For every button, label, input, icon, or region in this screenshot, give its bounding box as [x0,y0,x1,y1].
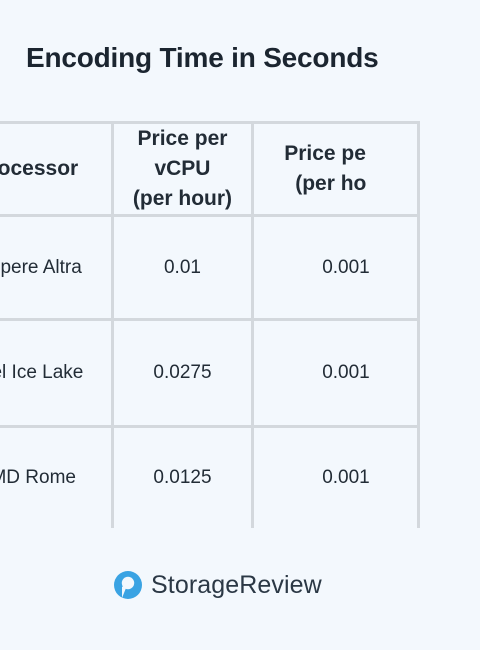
pricing-table: Processor Price per vCPU (per hour) Pric… [0,121,420,528]
cell-third: 0.001 [251,214,420,321]
cell-price-vcpu: 0.01 [110,214,255,321]
logo-text: StorageReview [151,570,322,599]
header-processor: Processor [0,121,114,217]
header-third-line2: (per ho [295,172,367,195]
table-viewport: Processor Price per vCPU (per hour) Pric… [0,121,480,528]
cell-processor: Intel Ice Lake [0,318,114,428]
header-price-per-vcpu: Price per vCPU (per hour) [110,121,255,217]
cell-processor: AMD Rome [0,425,114,528]
cell-third: 0.001 [251,318,420,428]
header-price-per-vcpu-line2: (per hour) [132,187,233,210]
table-row: AMD Rome 0.0125 0.001 [0,425,420,528]
header-price-per-third: Price pe (per ho [251,121,420,217]
storagereview-logo-icon [114,571,142,599]
table-row: Ampere Altra 0.01 0.001 [0,214,420,321]
storagereview-logo: StorageReview [113,570,322,600]
header-third-line1: Price pe [284,142,366,165]
cell-price-vcpu: 0.0275 [110,318,255,428]
header-processor-label: Processor [0,157,79,180]
page-title: Encoding Time in Seconds [26,42,379,73]
header-price-per-vcpu-line1: Price per vCPU [137,127,228,180]
table-header-row: Processor Price per vCPU (per hour) Pric… [0,121,420,217]
table-row: Intel Ice Lake 0.0275 0.001 [0,318,420,428]
cell-price-vcpu: 0.0125 [110,425,255,528]
cell-processor: Ampere Altra [0,214,114,321]
cell-third: 0.001 [251,425,420,528]
